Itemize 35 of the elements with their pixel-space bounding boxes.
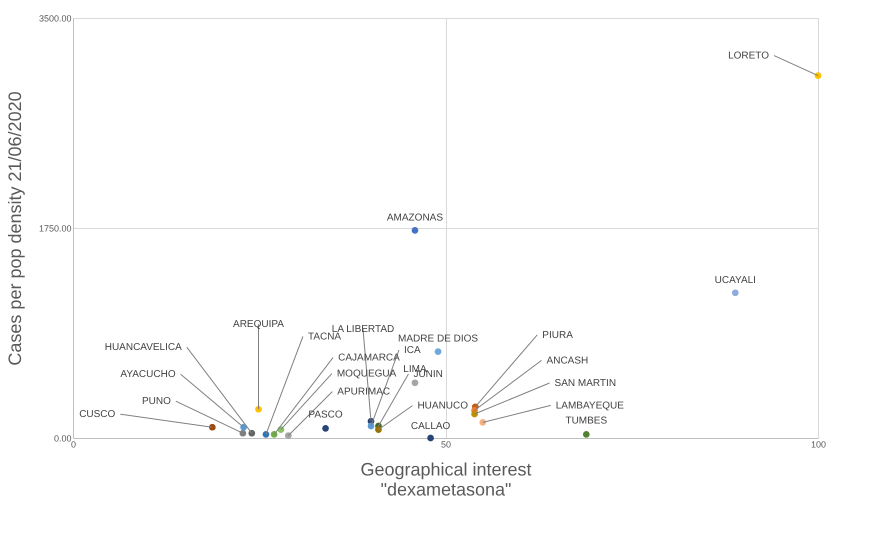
annotation: CUSCO	[79, 409, 116, 420]
x-axis-title: Geographical interest "dexametasona"	[360, 460, 532, 500]
annotation: LORETO	[728, 50, 770, 62]
point	[434, 348, 442, 355]
point	[322, 425, 329, 432]
annotation: AREQUIPA	[233, 319, 284, 330]
point	[412, 227, 418, 234]
point	[732, 289, 739, 296]
y-tick-label: 0.00	[54, 434, 72, 444]
annotation: ICA	[404, 345, 421, 356]
annotation: CALLAO	[410, 421, 451, 432]
y-tick-label: 3500.00	[38, 14, 72, 24]
annotation: SAN MARTIN	[554, 378, 616, 389]
annotation: HUANCAVELICA	[104, 342, 182, 354]
x-tick-label: 100	[810, 440, 826, 450]
annotation: HUANUCO	[417, 400, 468, 412]
annotation: PASCO	[308, 409, 343, 420]
annotation: LAMBAYEQUE	[556, 400, 624, 412]
annotation: UCAYALI	[714, 274, 756, 286]
point	[368, 422, 374, 430]
x-tick-label: 0	[70, 440, 76, 450]
annotation: AYACUCHO	[120, 369, 176, 380]
annotation: MADRE DE DIOS	[398, 334, 478, 345]
point	[471, 410, 478, 418]
y-tick-label: 1750.00	[38, 224, 72, 234]
point	[412, 379, 418, 386]
annotation: PUNO	[142, 396, 172, 408]
y-axis-title: Cases per pop density 21/06/2020	[4, 91, 25, 366]
point	[582, 431, 590, 438]
annotation: ANCASH	[546, 355, 588, 366]
annotation: PIURA	[542, 330, 574, 341]
point	[427, 434, 434, 442]
annotation: AMAZONAS	[386, 212, 444, 224]
x-tick-label: 50	[440, 440, 452, 450]
annotation: TUMBES	[565, 415, 608, 426]
